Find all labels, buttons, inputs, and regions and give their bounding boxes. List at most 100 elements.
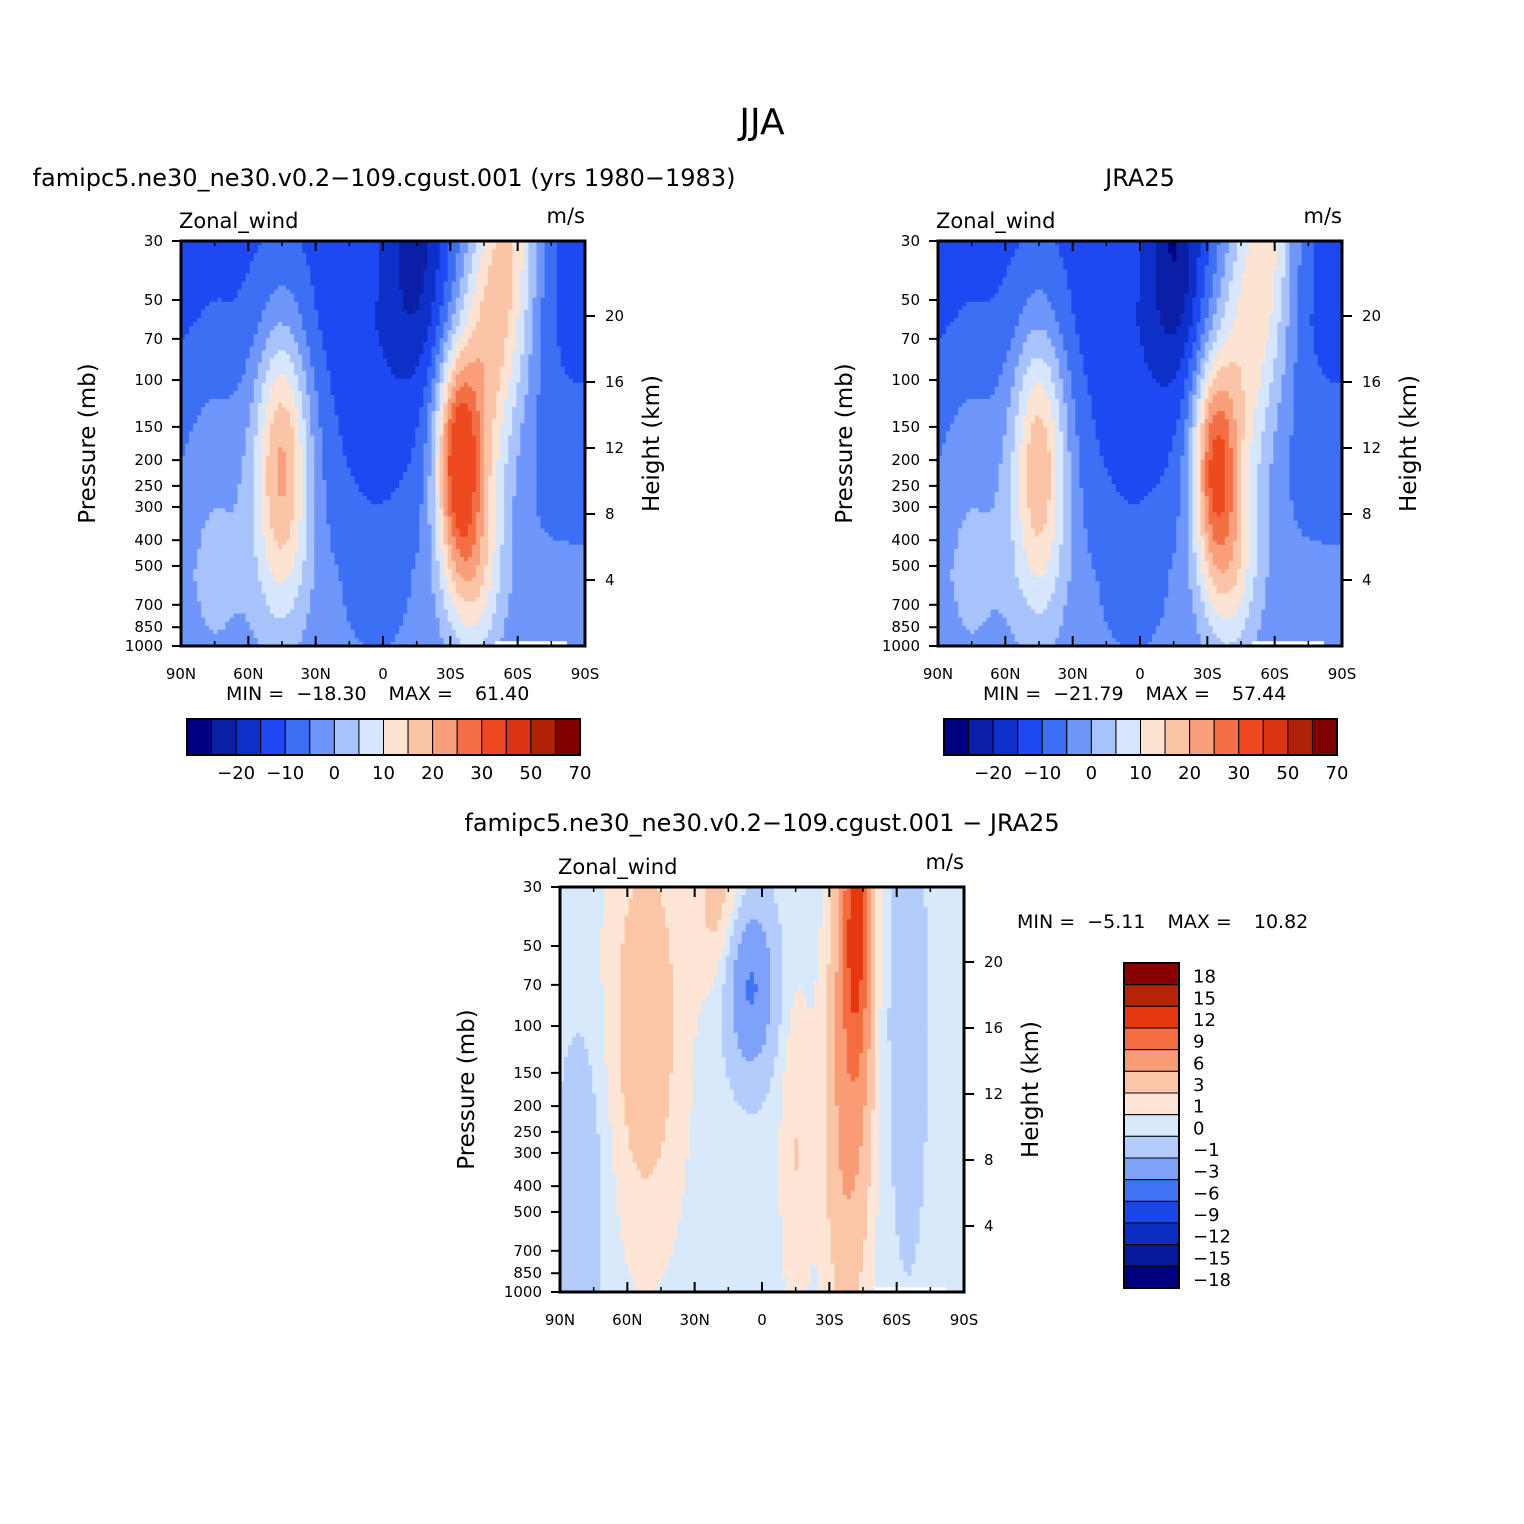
contour-cell <box>367 439 372 444</box>
contour-cell <box>242 367 247 372</box>
contour-cell <box>326 545 331 550</box>
contour-cell <box>302 553 307 558</box>
contour-cell <box>221 290 226 295</box>
contour-cell <box>262 573 267 578</box>
contour-cell <box>193 286 198 291</box>
contour-cell <box>234 330 239 335</box>
contour-cell <box>229 399 234 404</box>
contour-cell <box>246 383 251 388</box>
contour-cell <box>322 601 327 606</box>
contour-cell <box>355 557 360 562</box>
contour-cell <box>326 533 331 538</box>
contour-cell <box>359 496 364 501</box>
contour-cell <box>294 444 299 449</box>
contour-cell <box>318 565 323 570</box>
contour-cell <box>201 460 206 465</box>
contour-cell <box>310 431 315 436</box>
contour-cell <box>250 545 255 550</box>
contour-cell <box>367 601 372 606</box>
contour-cell <box>185 468 190 473</box>
contour-cell <box>306 439 311 444</box>
contour-cell <box>270 431 275 436</box>
contour-cell <box>330 520 335 525</box>
contour-cell <box>217 626 222 631</box>
contour-cell <box>347 277 352 282</box>
contour-cell <box>306 472 311 477</box>
contour-cell <box>351 282 356 287</box>
contour-cell <box>221 403 226 408</box>
contour-cell <box>367 290 372 295</box>
contour-cell <box>213 273 218 278</box>
contour-cell <box>298 415 303 420</box>
contour-cell <box>330 363 335 368</box>
contour-cell <box>278 634 283 639</box>
contour-cell <box>318 577 323 582</box>
contour-cell <box>266 379 271 384</box>
contour-cell <box>225 411 230 416</box>
contour-cell <box>302 549 307 554</box>
contour-cell <box>213 371 218 376</box>
contour-cell <box>242 427 247 432</box>
contour-cell <box>290 626 295 631</box>
contour-cell <box>298 367 303 372</box>
contour-cell <box>246 431 251 436</box>
contour-cell <box>322 395 327 400</box>
contour-cell <box>294 282 299 287</box>
contour-cell <box>363 298 368 303</box>
contour-cell <box>270 261 275 266</box>
contour-cell <box>363 520 368 525</box>
contour-cell <box>363 346 368 351</box>
contour-cell <box>314 614 319 619</box>
contour-cell <box>201 589 206 594</box>
contour-cell <box>246 512 251 517</box>
contour-cell <box>246 322 251 327</box>
contour-cell <box>322 354 327 359</box>
contour-cell <box>379 367 384 372</box>
contour-cell <box>238 472 243 477</box>
contour-cell <box>330 265 335 270</box>
contour-cell <box>379 452 384 457</box>
contour-cell <box>278 419 283 424</box>
contour-cell <box>205 565 210 570</box>
contour-cell <box>330 273 335 278</box>
contour-cell <box>262 350 267 355</box>
contour-cell <box>270 391 275 396</box>
contour-cell <box>322 310 327 315</box>
contour-cell <box>221 512 226 517</box>
contour-cell <box>217 269 222 274</box>
contour-cell <box>197 277 202 282</box>
contour-cell <box>359 585 364 590</box>
contour-cell <box>201 342 206 347</box>
contour-cell <box>302 484 307 489</box>
contour-cell <box>310 306 315 311</box>
contour-cell <box>286 273 291 278</box>
contour-cell <box>242 492 247 497</box>
contour-cell <box>254 614 259 619</box>
contour-cell <box>359 638 364 643</box>
contour-cell <box>229 549 234 554</box>
contour-cell <box>318 261 323 266</box>
contour-cell <box>246 302 251 307</box>
contour-cell <box>343 520 348 525</box>
contour-cell <box>242 379 247 384</box>
contour-cell <box>246 354 251 359</box>
contour-cell <box>185 399 190 404</box>
contour-cell <box>254 569 259 574</box>
contour-cell <box>258 630 263 635</box>
contour-cell <box>326 326 331 331</box>
contour-cell <box>274 354 279 359</box>
contour-cell <box>221 464 226 469</box>
contour-cell <box>266 354 271 359</box>
contour-cell <box>217 500 222 505</box>
contour-cell <box>234 302 239 307</box>
contour-cell <box>298 257 303 262</box>
contour-cell <box>242 569 247 574</box>
contour-cell <box>375 480 380 485</box>
contour-cell <box>326 573 331 578</box>
contour-cell <box>229 577 234 582</box>
contour-cell <box>282 354 287 359</box>
contour-cell <box>330 245 335 250</box>
contour-cell <box>363 569 368 574</box>
contour-cell <box>217 375 222 380</box>
contour-cell <box>270 520 275 525</box>
